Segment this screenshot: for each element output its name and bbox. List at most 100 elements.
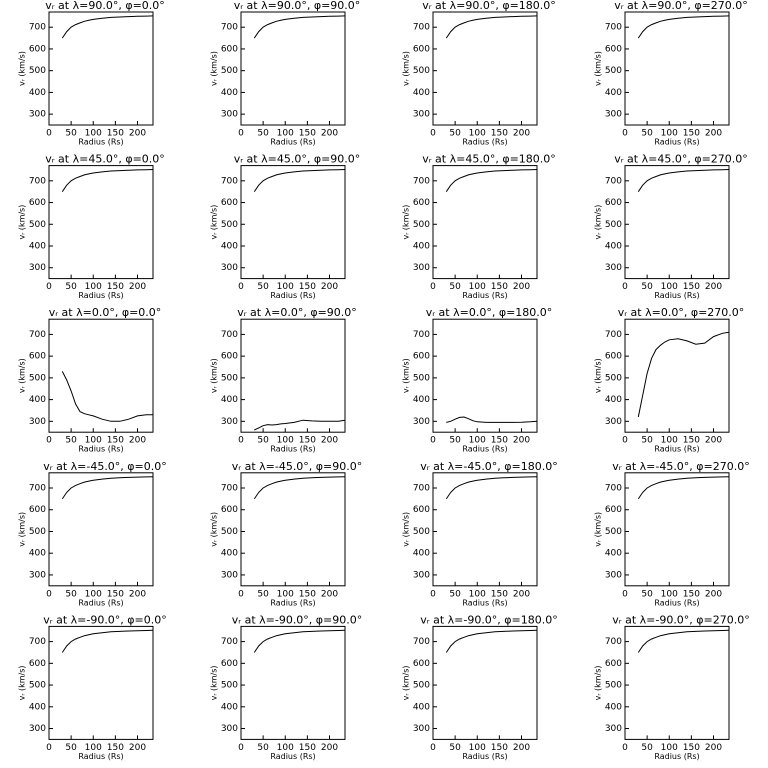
- y-tick-label: 600: [221, 352, 238, 362]
- x-tick-label: 150: [299, 436, 316, 446]
- chart-title: vᵣ at λ=-45.0°, φ=180.0°: [420, 460, 558, 473]
- data-line: [637, 331, 730, 418]
- y-axis-label: vᵣ (km/s): [210, 512, 219, 547]
- y-tick-label: 500: [29, 220, 46, 230]
- x-axis-label: Radius (Rs): [270, 752, 315, 761]
- y-tick-label: 400: [29, 702, 46, 712]
- panel: vᵣ at λ=90.0°, φ=90.0° Radius (Rs) vᵣ (km/…: [210, 0, 361, 147]
- y-axis-label: vᵣ (km/s): [18, 205, 27, 240]
- x-tick-label: 200: [705, 436, 722, 446]
- x-tick-label: 200: [513, 129, 530, 139]
- x-axis-label: Radius (Rs): [462, 445, 507, 454]
- y-tick-label: 600: [605, 352, 622, 362]
- x-tick-label: 100: [469, 282, 486, 292]
- x-tick-label: 50: [449, 589, 461, 599]
- data-line: [637, 15, 730, 39]
- y-tick-label: 600: [29, 198, 46, 208]
- x-tick-label: 0: [430, 129, 436, 139]
- x-axis-label: Radius (Rs): [78, 752, 123, 761]
- x-tick-label: 50: [449, 282, 461, 292]
- x-tick-label: 150: [299, 129, 316, 139]
- x-axis-label: Radius (Rs): [654, 598, 699, 607]
- y-tick-label: 600: [413, 505, 430, 515]
- x-tick-label: 0: [430, 743, 436, 753]
- x-tick-label: 100: [277, 743, 294, 753]
- panel: vᵣ at λ=90.0°, φ=270.0° Radius (Rs) vᵣ (km…: [594, 0, 748, 147]
- x-tick-label: 100: [85, 282, 102, 292]
- y-tick-label: 600: [413, 44, 430, 54]
- x-tick-label: 50: [257, 436, 269, 446]
- plot-frame: [624, 11, 730, 126]
- x-tick-label: 200: [321, 282, 338, 292]
- y-axis-label: vᵣ (km/s): [18, 358, 27, 393]
- y-tick-label: 500: [413, 66, 430, 76]
- chart-title: vᵣ at λ=-45.0°, φ=0.0°: [43, 460, 167, 473]
- y-axis-label: vᵣ (km/s): [594, 358, 603, 393]
- y-tick-label: 500: [29, 527, 46, 537]
- x-tick-label: 150: [107, 129, 124, 139]
- x-tick-label: 150: [107, 743, 124, 753]
- data-line: [445, 629, 538, 653]
- panel: vᵣ at λ=0.0°, φ=180.0° Radius (Rs) vᵣ (km/…: [402, 306, 553, 454]
- x-tick-label: 0: [430, 282, 436, 292]
- x-tick-label: 0: [430, 589, 436, 599]
- plot-frame: [48, 165, 154, 280]
- x-tick-label: 200: [129, 436, 146, 446]
- y-tick-label: 300: [221, 110, 238, 120]
- y-tick-label: 600: [221, 659, 238, 669]
- y-tick-label: 700: [605, 23, 622, 33]
- x-tick-label: 100: [277, 436, 294, 446]
- x-tick-label: 100: [277, 129, 294, 139]
- x-tick-label: 150: [299, 589, 316, 599]
- x-tick-label: 200: [513, 282, 530, 292]
- plot-frame: [432, 625, 538, 740]
- x-tick-label: 100: [85, 589, 102, 599]
- y-tick-label: 500: [413, 527, 430, 537]
- x-axis-label: Radius (Rs): [654, 138, 699, 147]
- x-tick-label: 100: [85, 129, 102, 139]
- y-tick-label: 700: [413, 330, 430, 340]
- y-tick-label: 500: [413, 220, 430, 230]
- y-tick-label: 400: [221, 702, 238, 712]
- plot-frame: [240, 625, 346, 740]
- x-tick-label: 100: [661, 436, 678, 446]
- x-tick-label: 0: [622, 436, 628, 446]
- data-line: [445, 476, 538, 500]
- y-tick-label: 700: [29, 637, 46, 647]
- x-tick-label: 0: [46, 743, 52, 753]
- plot-frame: [48, 472, 154, 587]
- x-tick-label: 0: [238, 129, 244, 139]
- x-tick-label: 0: [622, 282, 628, 292]
- x-tick-label: 150: [299, 282, 316, 292]
- plot-frame: [624, 165, 730, 280]
- x-tick-label: 50: [641, 436, 653, 446]
- y-tick-label: 600: [221, 198, 238, 208]
- y-tick-label: 400: [605, 702, 622, 712]
- x-tick-label: 150: [491, 743, 508, 753]
- panel: vᵣ at λ=-90.0°, φ=270.0° Radius (Rs) vᵣ (k…: [594, 613, 750, 761]
- panel: vᵣ at λ=-45.0°, φ=90.0° Radius (Rs) vᵣ (km…: [210, 460, 363, 608]
- x-tick-label: 150: [683, 743, 700, 753]
- panel: vᵣ at λ=-90.0°, φ=180.0° Radius (Rs) vᵣ (k…: [402, 613, 558, 761]
- y-tick-label: 300: [413, 724, 430, 734]
- plot-frame: [624, 472, 730, 587]
- x-tick-label: 150: [107, 436, 124, 446]
- x-tick-label: 50: [641, 282, 653, 292]
- y-tick-label: 600: [29, 44, 46, 54]
- panel: vᵣ at λ=45.0°, φ=180.0° Radius (Rs) vᵣ (km…: [402, 153, 556, 301]
- x-tick-label: 100: [469, 589, 486, 599]
- y-tick-label: 400: [413, 702, 430, 712]
- y-tick-label: 600: [605, 505, 622, 515]
- panel: vᵣ at λ=45.0°, φ=0.0° Radius (Rs) vᵣ (km/s…: [18, 153, 165, 301]
- y-axis-label: vᵣ (km/s): [18, 512, 27, 547]
- x-tick-label: 50: [65, 589, 77, 599]
- x-tick-label: 100: [277, 282, 294, 292]
- x-tick-label: 200: [513, 436, 530, 446]
- panel: vᵣ at λ=45.0°, φ=270.0° Radius (Rs) vᵣ (km…: [594, 153, 748, 301]
- y-axis-label: vᵣ (km/s): [402, 358, 411, 393]
- y-tick-label: 500: [605, 220, 622, 230]
- x-tick-label: 50: [449, 436, 461, 446]
- y-tick-label: 700: [221, 637, 238, 647]
- x-tick-label: 150: [683, 129, 700, 139]
- x-tick-label: 150: [491, 436, 508, 446]
